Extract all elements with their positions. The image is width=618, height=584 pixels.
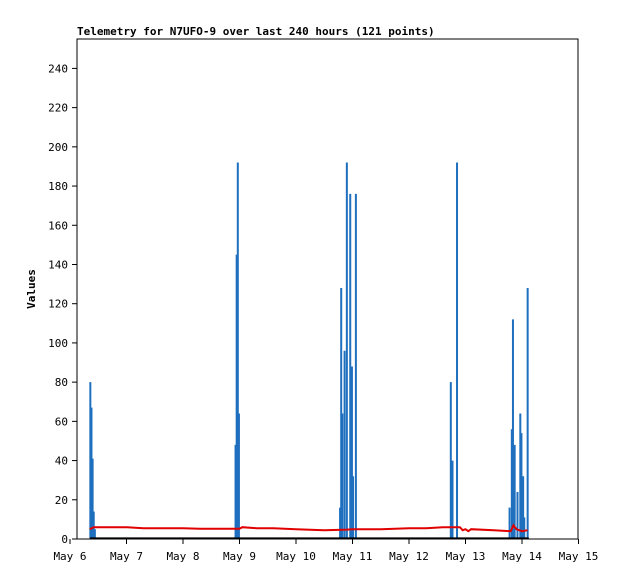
- chart-title: Telemetry for N7UFO-9 over last 240 hour…: [77, 25, 435, 38]
- y-axis-label: Values: [25, 269, 38, 309]
- y-tick-label: 160: [48, 219, 68, 232]
- series-layer: [89, 162, 529, 540]
- y-tick-label: 20: [55, 494, 68, 507]
- y-tick-label: 240: [48, 62, 68, 75]
- y-tick-label: 40: [55, 455, 68, 468]
- y-tick-label: 180: [48, 180, 68, 193]
- x-tick-label: May 7: [110, 550, 143, 563]
- y-tick-label: 120: [48, 298, 68, 311]
- plot-area: [76, 38, 579, 540]
- x-tick-label: May 9: [223, 550, 256, 563]
- x-tick-label: May 14: [502, 550, 542, 563]
- x-tick-label: May 13: [446, 550, 486, 563]
- x-tick-label: May 6: [53, 550, 86, 563]
- y-tick-label: 220: [48, 102, 68, 115]
- y-tick-label: 200: [48, 141, 68, 154]
- x-axis: May 6 May 7 May 8 May 9 May 10 May 11 May 12 Ma…: [53, 539, 598, 563]
- x-tick-label: May 10: [276, 550, 316, 563]
- x-tick-label: May 12: [389, 550, 429, 563]
- y-tick-label: 0: [61, 533, 68, 546]
- y-tick-label: 60: [55, 415, 68, 428]
- x-tick-label: May 15: [559, 550, 599, 563]
- y-axis: 0 20 40 60 80 100 120 140 160 180 200 220 240: [48, 62, 77, 546]
- y-tick-label: 140: [48, 258, 68, 271]
- x-tick-label: May 11: [333, 550, 373, 563]
- x-tick-label: May 8: [166, 550, 199, 563]
- y-tick-label: 100: [48, 337, 68, 350]
- y-tick-label: 80: [55, 376, 68, 389]
- series-line-2: [89, 523, 528, 533]
